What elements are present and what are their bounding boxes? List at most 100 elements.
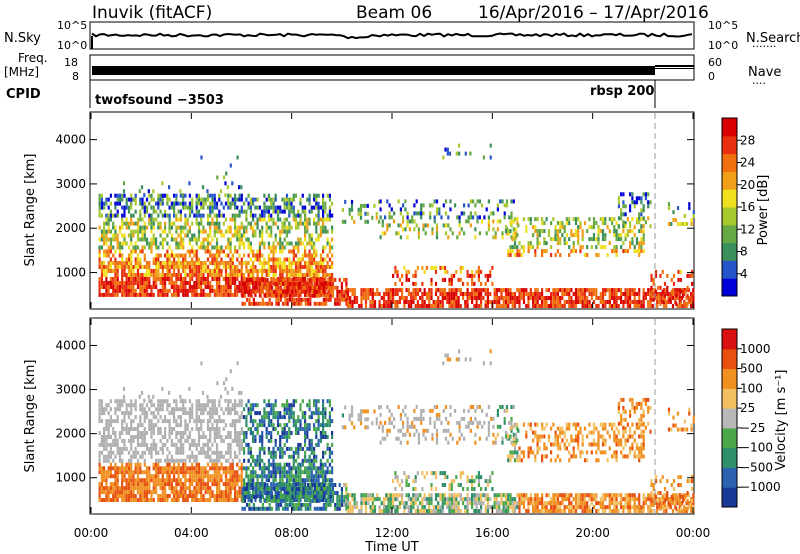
velocity-cell (188, 478, 191, 483)
velocity-cell (114, 435, 117, 439)
power-cell (586, 304, 589, 308)
velocity-cell (247, 498, 250, 502)
power-cell (304, 245, 307, 250)
power-cell (116, 193, 119, 198)
power-cell (170, 225, 173, 230)
velocity-cell (227, 403, 230, 408)
velocity-cell (139, 478, 142, 483)
power-cell (249, 213, 252, 218)
power-cell (466, 300, 469, 304)
power-cell (255, 285, 258, 290)
power-cell (299, 241, 302, 246)
power-cell (489, 292, 492, 296)
power-cell (211, 197, 214, 202)
velocity-cell (215, 435, 219, 439)
power-cell (509, 245, 512, 250)
power-cell (311, 289, 314, 294)
power-cell (545, 304, 548, 308)
power-cell (276, 261, 280, 265)
power-cell (219, 189, 223, 194)
velocity-cell (236, 494, 239, 498)
velocity-cell (267, 419, 270, 424)
power-cell (386, 199, 389, 204)
power-cell (150, 225, 153, 230)
velocity-cell (105, 494, 108, 498)
power-cell (121, 217, 124, 222)
velocity-cell (274, 462, 277, 467)
power-cell (484, 281, 487, 286)
power-cell (308, 269, 311, 273)
power-cell (179, 229, 182, 234)
power-cell (195, 292, 198, 297)
power-cell (346, 300, 350, 304)
power-cell (407, 292, 410, 296)
velocity-cell (193, 458, 196, 463)
power-cell (433, 219, 436, 224)
power-cell (188, 205, 191, 210)
velocity-cell (270, 454, 273, 459)
power-cell (164, 261, 167, 265)
power-cell (346, 288, 350, 293)
velocity-cell (270, 470, 273, 475)
power-cell (595, 292, 598, 296)
power-cell (134, 273, 137, 277)
power-cell (132, 288, 135, 293)
velocity-cell (184, 462, 187, 467)
velocity-cell (197, 482, 201, 487)
velocity-cell (175, 466, 178, 471)
power-cell (118, 245, 121, 250)
power-cell (414, 296, 417, 300)
power-cell (501, 231, 504, 236)
power-cell (322, 269, 325, 273)
power-cell (188, 237, 191, 242)
power-cell (430, 292, 433, 296)
power-cell (148, 241, 151, 246)
power-cell (635, 249, 638, 254)
velocity-cell (209, 438, 212, 443)
power-cell (644, 192, 647, 197)
power-cell (403, 304, 406, 308)
power-cell (234, 205, 237, 210)
power-cell (297, 241, 300, 246)
power-cell (642, 296, 645, 300)
power-cell (633, 245, 636, 250)
power-cell (148, 281, 151, 285)
power-cell (565, 221, 568, 226)
power-cell (364, 219, 367, 224)
power-cell (499, 219, 502, 224)
power-cell (325, 301, 328, 306)
power-cell (252, 225, 255, 230)
power-cell (313, 285, 316, 290)
power-cell (353, 288, 356, 293)
power-cell (267, 261, 270, 265)
power-cell (590, 225, 593, 230)
velocity-cell (123, 478, 126, 483)
power-cell (620, 288, 623, 293)
power-cell (249, 273, 252, 277)
power-cell (139, 237, 142, 242)
velocity-cell (116, 498, 119, 502)
velocity-cell (206, 470, 210, 475)
velocity-cell (288, 462, 291, 467)
velocity-cell (173, 494, 176, 498)
power-cell (145, 241, 149, 246)
power-cell (450, 288, 453, 293)
power-cell (177, 292, 180, 297)
power-cell (179, 209, 182, 214)
power-cell (483, 215, 486, 220)
power-cell (182, 257, 185, 262)
power-cell (302, 277, 305, 282)
power-cell (227, 201, 230, 206)
power-cell (168, 185, 171, 190)
power-cell (155, 277, 158, 281)
power-cell (283, 237, 286, 242)
power-cell (261, 261, 264, 265)
velocity-cell (204, 435, 207, 439)
power-cell (125, 273, 128, 277)
velocity-cell (267, 470, 270, 475)
power-cell (534, 253, 537, 257)
power-cell (315, 273, 318, 277)
power-cell (471, 277, 474, 282)
power-cell (173, 253, 176, 258)
velocity-cell (279, 423, 282, 428)
